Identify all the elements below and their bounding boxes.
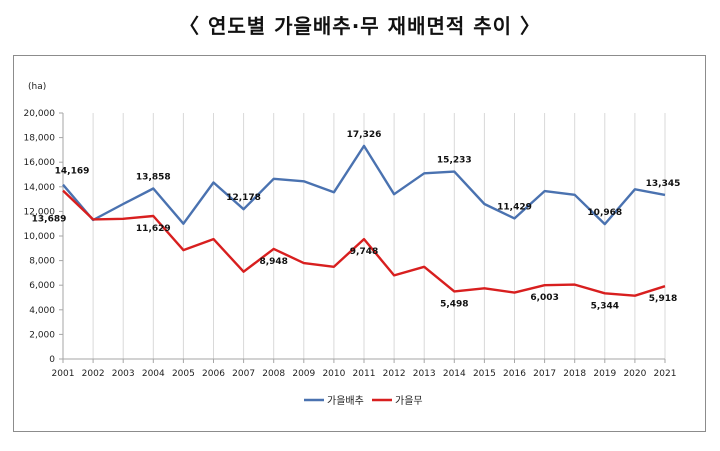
x-tick-label: 2018 <box>563 369 586 379</box>
y-tick-label: 4,000 <box>29 306 55 316</box>
x-tick-label: 2014 <box>443 369 466 379</box>
x-tick-label: 2016 <box>503 369 526 379</box>
series-line-radish <box>62 189 666 297</box>
x-tick-label: 2010 <box>322 369 345 379</box>
x-tick-label: 2015 <box>473 369 496 379</box>
y-tick-label: 20,000 <box>24 109 56 119</box>
y-tick-label: 16,000 <box>24 158 56 168</box>
data-label: 13,345 <box>646 179 681 189</box>
legend-label-radish: 가을무 <box>395 395 423 407</box>
x-tick-label: 2009 <box>292 369 315 379</box>
data-label: 12,178 <box>226 193 261 203</box>
y-tick-label: 14,000 <box>24 183 56 193</box>
x-tick-label: 2008 <box>262 369 285 379</box>
x-tick-label: 2002 <box>82 369 105 379</box>
data-label: 10,968 <box>587 208 622 218</box>
data-label: 14,169 <box>55 167 90 177</box>
chart-frame: 0 2,000 4,000 6,000 8,000 10,000 12,000 14,000 1… <box>13 55 706 432</box>
y-tick-label: 8,000 <box>29 257 55 267</box>
data-label: 8,948 <box>259 257 287 267</box>
data-label: 5,918 <box>649 294 677 304</box>
data-label: 15,233 <box>437 156 472 166</box>
data-label: 6,003 <box>530 293 558 303</box>
series-line-cabbage <box>62 144 666 226</box>
data-label: 13,689 <box>32 215 67 225</box>
data-label: 9,748 <box>350 247 378 257</box>
x-tick-label: 2020 <box>623 369 646 379</box>
x-tick-label: 2011 <box>353 369 376 379</box>
y-tick-label: 10,000 <box>24 232 56 242</box>
x-tick-label: 2021 <box>654 369 677 379</box>
y-axis-unit: (ha) <box>28 82 46 92</box>
data-label: 13,858 <box>136 173 171 183</box>
x-tick-label: 2006 <box>202 369 225 379</box>
x-tick-label: 2013 <box>413 369 436 379</box>
x-tick-label: 2001 <box>52 369 75 379</box>
data-label: 5,344 <box>591 301 619 311</box>
x-tick-label: 2017 <box>533 369 556 379</box>
chart-title: 〈 연도별 가을배추·무 재배면적 추이 〉 <box>178 14 541 38</box>
y-tick-label: 12,000 <box>24 207 56 217</box>
legend-label-cabbage: 가을배추 <box>327 395 364 407</box>
y-tick-label: 18,000 <box>24 134 56 144</box>
data-label: 5,498 <box>440 299 468 309</box>
y-tick-label: 6,000 <box>29 281 55 291</box>
y-tick-label: 0 <box>49 355 55 365</box>
y-tick-label: 2,000 <box>29 330 55 340</box>
x-tick-label: 2012 <box>383 369 406 379</box>
x-tick-label: 2003 <box>112 369 135 379</box>
x-tick-label: 2007 <box>232 369 255 379</box>
data-label: 11,629 <box>136 224 171 234</box>
data-label: 17,326 <box>347 130 382 140</box>
data-label: 11,429 <box>497 202 532 212</box>
x-tick-label: 2004 <box>142 369 165 379</box>
line-chart: 0 2,000 4,000 6,000 8,000 10,000 12,000 14,000 1… <box>24 82 681 407</box>
x-tick-label: 2019 <box>593 369 616 379</box>
x-tick-label: 2005 <box>172 369 195 379</box>
